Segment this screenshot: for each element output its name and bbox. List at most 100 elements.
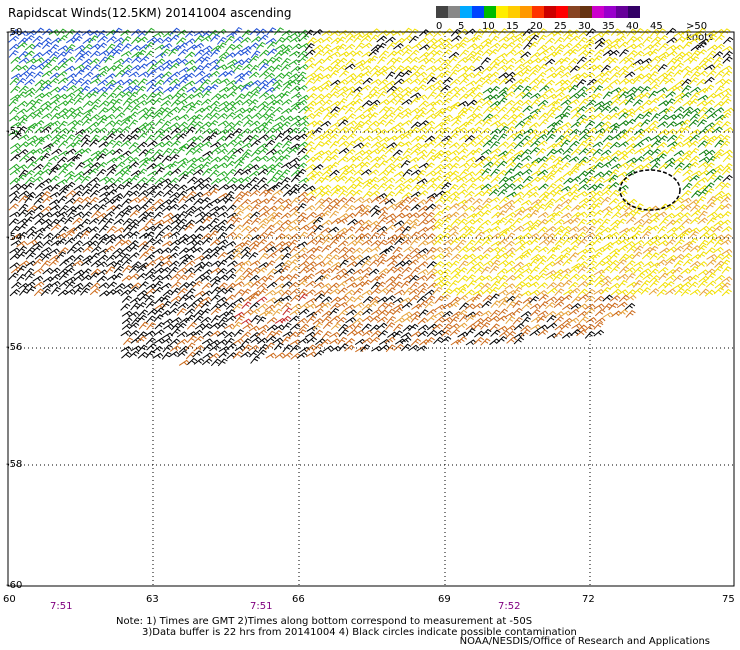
wind-barb: [360, 161, 371, 169]
wind-barb: [560, 71, 572, 79]
wind-barb: [720, 120, 731, 129]
wind-barb: [528, 281, 540, 288]
wind-barb: [529, 34, 540, 43]
wind-barb: [410, 331, 422, 338]
wind-barb: [329, 331, 340, 338]
wind-barb: [168, 197, 179, 205]
wind-barb: [545, 217, 556, 225]
wind-barb: [282, 224, 294, 232]
wind-barb: [90, 268, 101, 276]
wind-barb: [139, 251, 150, 260]
wind-barb: [58, 188, 69, 196]
wind-barb: [504, 240, 515, 248]
wind-barb: [424, 162, 435, 171]
wind-barb: [337, 240, 349, 248]
wind-barb: [64, 161, 75, 169]
wind-barb: [353, 78, 365, 86]
wind-barb: [562, 303, 573, 311]
wind-barb: [633, 65, 645, 72]
wind-barb: [554, 330, 565, 338]
wind-barb: [272, 64, 283, 73]
wind-barb: [401, 212, 413, 219]
wind-barb: [528, 185, 540, 192]
wind-barb: [578, 44, 589, 52]
wind-barb: [608, 174, 619, 183]
wind-barb: [66, 111, 77, 120]
wind-barb: [185, 272, 196, 281]
wind-barb: [370, 78, 382, 85]
wind-barb: [33, 281, 45, 288]
wind-barb: [160, 282, 172, 289]
wind-barb: [648, 120, 659, 128]
wind-barb: [658, 108, 670, 115]
wind-barb: [136, 314, 148, 323]
wind-barb: [401, 184, 413, 192]
wind-barb: [578, 183, 589, 191]
wind-barb: [408, 323, 419, 332]
wind-barb: [218, 183, 230, 191]
wind-barb: [635, 272, 646, 280]
wind-barb: [217, 239, 229, 246]
wind-barb: [272, 126, 284, 134]
wind-barb: [394, 212, 406, 219]
wind-barb: [488, 48, 499, 57]
wind-barb: [392, 92, 404, 100]
wind-barb: [618, 266, 630, 274]
wind-barb: [497, 238, 508, 246]
wind-barb: [649, 279, 660, 288]
wind-barb: [585, 317, 597, 324]
wind-barb: [89, 113, 100, 121]
wind-barb: [392, 149, 403, 157]
wind-barb: [56, 133, 68, 142]
wind-barb: [457, 189, 468, 196]
wind-barb: [298, 105, 310, 113]
wind-barb: [256, 223, 267, 231]
wind-barb: [16, 164, 28, 171]
wind-barb: [690, 86, 701, 94]
wind-barb: [315, 338, 326, 345]
wind-barb: [650, 139, 662, 148]
wind-barb: [240, 351, 252, 358]
wind-barb: [320, 227, 332, 234]
wind-barb: [322, 288, 333, 297]
wind-barb: [137, 196, 149, 204]
wind-barb: [665, 128, 677, 136]
legend-swatch: [436, 6, 448, 18]
wind-barb: [113, 58, 125, 65]
wind-barb: [352, 155, 363, 163]
wind-barb: [456, 309, 468, 317]
wind-barb: [560, 246, 572, 254]
wind-barb: [249, 293, 259, 302]
wind-barb: [514, 49, 525, 57]
wind-barb: [426, 182, 438, 190]
wind-barb: [152, 112, 163, 120]
wind-barb: [465, 140, 477, 148]
wind-barb: [506, 29, 518, 37]
wind-barb: [416, 106, 427, 115]
wind-barb: [17, 183, 28, 191]
wind-barb: [169, 191, 180, 199]
wind-barb: [26, 285, 37, 294]
wind-barb: [178, 195, 188, 204]
wind-barb: [289, 50, 300, 57]
wind-barb: [250, 50, 261, 59]
wind-barb: [267, 184, 278, 192]
wind-barb: [457, 154, 468, 163]
wind-barb: [529, 209, 540, 218]
wind-barb: [434, 72, 446, 80]
wind-barb: [113, 265, 124, 274]
wind-barb: [113, 63, 124, 72]
wind-barb: [169, 245, 180, 254]
wind-barb: [267, 176, 278, 184]
wind-barb: [537, 218, 549, 227]
wind-barb: [34, 218, 45, 226]
wind-barb: [451, 63, 462, 72]
wind-barb: [297, 76, 307, 85]
wind-barb: [49, 254, 61, 261]
wind-barb: [697, 280, 708, 289]
wind-barb: [152, 37, 164, 45]
wind-barb: [619, 176, 630, 185]
wind-barb: [402, 168, 413, 177]
wind-barb: [241, 301, 252, 309]
wind-barb: [425, 72, 436, 80]
